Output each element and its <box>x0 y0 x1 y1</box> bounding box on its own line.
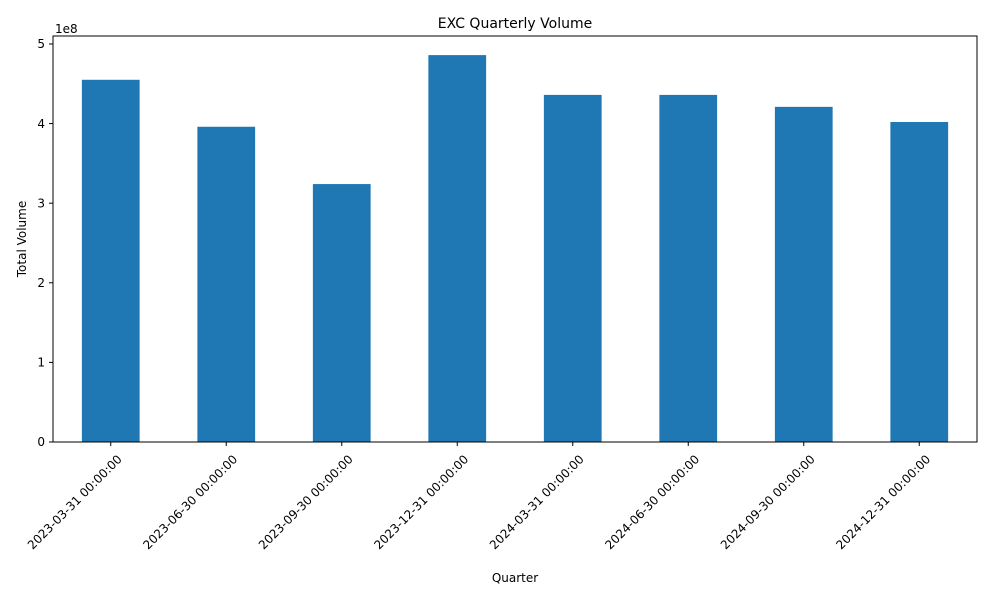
y-axis-scale-label: 1e8 <box>55 22 78 36</box>
bar-2 <box>312 184 371 442</box>
bar-0 <box>81 79 140 443</box>
chart-title: EXC Quarterly Volume <box>438 16 592 32</box>
bar-3 <box>428 55 487 442</box>
bar-5 <box>659 94 718 443</box>
x-axis: 2023-03-31 00:00:00 2023-06-30 00:00:00 20… <box>25 442 933 552</box>
bar-1 <box>197 126 256 443</box>
x-tick-label-3: 2023-12-31 00:00:00 <box>371 452 471 552</box>
plot-frame <box>52 35 978 443</box>
x-tick-label-0: 2023-03-31 00:00:00 <box>25 452 125 552</box>
y-tick-label-4: 4 <box>37 117 45 131</box>
x-tick-label-5: 2024-06-30 00:00:00 <box>602 452 702 552</box>
x-tick-label-7: 2024-12-31 00:00:00 <box>833 452 933 552</box>
y-tick-label-1: 1 <box>37 356 45 370</box>
x-tick-label-2: 2023-09-30 00:00:00 <box>256 452 356 552</box>
x-tick-label-4: 2024-03-31 00:00:00 <box>487 452 587 552</box>
bars-group <box>81 55 949 443</box>
y-tick-label-0: 0 <box>37 435 45 449</box>
x-tick-label-6: 2024-09-30 00:00:00 <box>718 452 818 552</box>
y-axis-label: Total Volume <box>15 201 29 278</box>
y-tick-label-2: 2 <box>37 276 45 290</box>
y-axis: 0 1 2 3 4 5 <box>37 37 53 449</box>
x-tick-label-1: 2023-06-30 00:00:00 <box>140 452 240 552</box>
x-axis-label: Quarter <box>492 571 538 585</box>
bar-4 <box>543 94 602 443</box>
y-tick-label-3: 3 <box>37 196 45 210</box>
bar-6 <box>774 106 833 442</box>
y-tick-label-5: 5 <box>37 37 45 51</box>
bar-7 <box>890 121 949 442</box>
